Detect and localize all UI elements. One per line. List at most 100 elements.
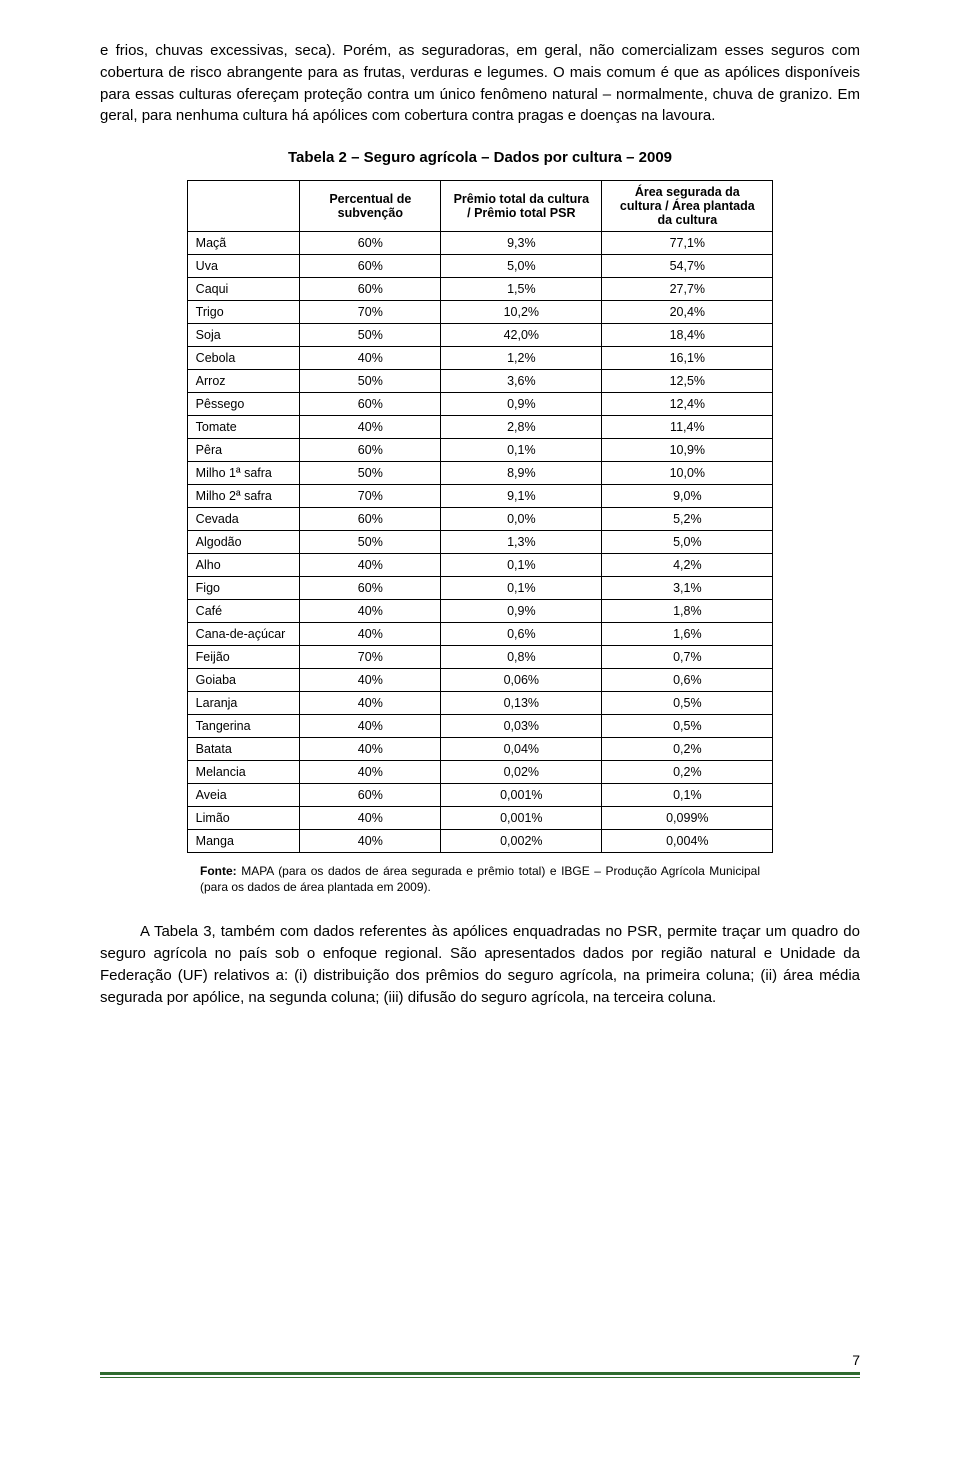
paragraph-2: A Tabela 3, também com dados referentes …: [100, 921, 860, 1008]
cell-value: 0,6%: [602, 669, 773, 692]
table-header-row: Percentual de subvenção Prêmio total da …: [187, 181, 773, 232]
row-label: Laranja: [187, 692, 300, 715]
row-label: Cebola: [187, 347, 300, 370]
cell-value: 50%: [300, 324, 441, 347]
source-label: Fonte:: [200, 864, 237, 878]
table-row: Tangerina40%0,03%0,5%: [187, 715, 773, 738]
cell-value: 10,0%: [602, 462, 773, 485]
cell-value: 70%: [300, 485, 441, 508]
cell-value: 5,0%: [602, 531, 773, 554]
cell-value: 27,7%: [602, 278, 773, 301]
cell-value: 42,0%: [441, 324, 602, 347]
cell-value: 18,4%: [602, 324, 773, 347]
cell-value: 0,02%: [441, 761, 602, 784]
cell-value: 9,3%: [441, 232, 602, 255]
table-header-col3: Área segurada da cultura / Área plantada…: [602, 181, 773, 232]
row-label: Maçã: [187, 232, 300, 255]
cell-value: 9,0%: [602, 485, 773, 508]
row-label: Milho 1ª safra: [187, 462, 300, 485]
cell-value: 54,7%: [602, 255, 773, 278]
data-table: Percentual de subvenção Prêmio total da …: [187, 180, 774, 853]
table-row: Algodão50%1,3%5,0%: [187, 531, 773, 554]
cell-value: 0,1%: [441, 554, 602, 577]
table-row: Alho40%0,1%4,2%: [187, 554, 773, 577]
row-label: Tomate: [187, 416, 300, 439]
row-label: Limão: [187, 807, 300, 830]
cell-value: 0,06%: [441, 669, 602, 692]
cell-value: 0,0%: [441, 508, 602, 531]
table-row: Cevada60%0,0%5,2%: [187, 508, 773, 531]
table-source: Fonte: MAPA (para os dados de área segur…: [200, 863, 760, 895]
row-label: Goiaba: [187, 669, 300, 692]
cell-value: 0,004%: [602, 830, 773, 853]
row-label: Figo: [187, 577, 300, 600]
cell-value: 20,4%: [602, 301, 773, 324]
cell-value: 0,7%: [602, 646, 773, 669]
row-label: Manga: [187, 830, 300, 853]
table-row: Milho 2ª safra70%9,1%9,0%: [187, 485, 773, 508]
cell-value: 60%: [300, 439, 441, 462]
cell-value: 0,5%: [602, 692, 773, 715]
table-row: Goiaba40%0,06%0,6%: [187, 669, 773, 692]
cell-value: 5,2%: [602, 508, 773, 531]
cell-value: 0,04%: [441, 738, 602, 761]
row-label: Uva: [187, 255, 300, 278]
cell-value: 0,2%: [602, 738, 773, 761]
cell-value: 50%: [300, 462, 441, 485]
row-label: Caqui: [187, 278, 300, 301]
table-body: Maçã60%9,3%77,1%Uva60%5,0%54,7%Caqui60%1…: [187, 232, 773, 853]
row-label: Feijão: [187, 646, 300, 669]
cell-value: 60%: [300, 577, 441, 600]
table-header-blank: [187, 181, 300, 232]
cell-value: 60%: [300, 508, 441, 531]
cell-value: 8,9%: [441, 462, 602, 485]
cell-value: 0,9%: [441, 600, 602, 623]
table-row: Milho 1ª safra50%8,9%10,0%: [187, 462, 773, 485]
table-row: Maçã60%9,3%77,1%: [187, 232, 773, 255]
paragraph-1: e frios, chuvas excessivas, seca). Porém…: [100, 40, 860, 127]
row-label: Milho 2ª safra: [187, 485, 300, 508]
table-row: Caqui60%1,5%27,7%: [187, 278, 773, 301]
footer-rule-top: [100, 1372, 860, 1375]
table-header-col1: Percentual de subvenção: [300, 181, 441, 232]
row-label: Soja: [187, 324, 300, 347]
cell-value: 5,0%: [441, 255, 602, 278]
cell-value: 0,9%: [441, 393, 602, 416]
cell-value: 50%: [300, 370, 441, 393]
table-row: Pêra60%0,1%10,9%: [187, 439, 773, 462]
cell-value: 40%: [300, 347, 441, 370]
table-head: Percentual de subvenção Prêmio total da …: [187, 181, 773, 232]
table-row: Figo60%0,1%3,1%: [187, 577, 773, 600]
cell-value: 60%: [300, 393, 441, 416]
page-footer: 7: [100, 1372, 860, 1378]
row-label: Algodão: [187, 531, 300, 554]
cell-value: 60%: [300, 278, 441, 301]
cell-value: 3,1%: [602, 577, 773, 600]
cell-value: 11,4%: [602, 416, 773, 439]
table-row: Trigo70%10,2%20,4%: [187, 301, 773, 324]
cell-value: 50%: [300, 531, 441, 554]
page: e frios, chuvas excessivas, seca). Porém…: [50, 0, 910, 1400]
cell-value: 0,1%: [441, 439, 602, 462]
cell-value: 0,001%: [441, 784, 602, 807]
cell-value: 1,6%: [602, 623, 773, 646]
row-label: Arroz: [187, 370, 300, 393]
footer-rule-bottom: [100, 1377, 860, 1378]
row-label: Cana-de-açúcar: [187, 623, 300, 646]
table-row: Arroz50%3,6%12,5%: [187, 370, 773, 393]
table-row: Aveia60%0,001%0,1%: [187, 784, 773, 807]
cell-value: 0,5%: [602, 715, 773, 738]
cell-value: 40%: [300, 600, 441, 623]
cell-value: 40%: [300, 669, 441, 692]
table-row: Laranja40%0,13%0,5%: [187, 692, 773, 715]
cell-value: 0,1%: [602, 784, 773, 807]
table-row: Limão40%0,001%0,099%: [187, 807, 773, 830]
table-row: Tomate40%2,8%11,4%: [187, 416, 773, 439]
table-header-col2: Prêmio total da cultura / Prêmio total P…: [441, 181, 602, 232]
cell-value: 40%: [300, 830, 441, 853]
cell-value: 0,03%: [441, 715, 602, 738]
table-row: Feijão70%0,8%0,7%: [187, 646, 773, 669]
cell-value: 77,1%: [602, 232, 773, 255]
cell-value: 40%: [300, 623, 441, 646]
row-label: Alho: [187, 554, 300, 577]
